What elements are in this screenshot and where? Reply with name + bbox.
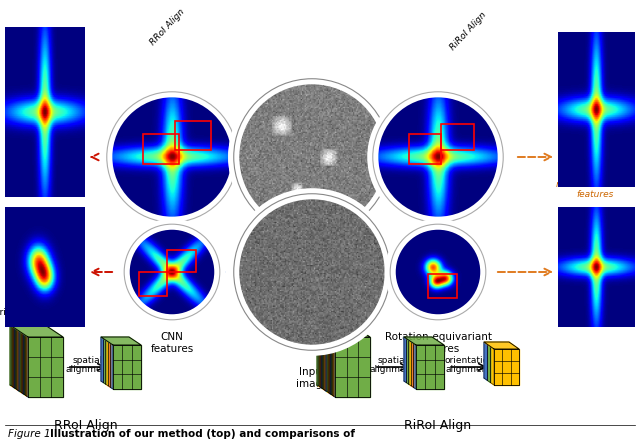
- Bar: [428, 274, 457, 298]
- Polygon shape: [111, 343, 113, 389]
- Text: RRoI Align: RRoI Align: [148, 7, 186, 47]
- Polygon shape: [317, 325, 318, 386]
- Text: $T_r$: $T_r$: [418, 203, 430, 217]
- Polygon shape: [10, 325, 11, 386]
- Polygon shape: [323, 329, 324, 389]
- Polygon shape: [20, 332, 21, 392]
- Polygon shape: [11, 326, 12, 387]
- Polygon shape: [13, 327, 15, 388]
- Polygon shape: [104, 338, 106, 384]
- Polygon shape: [22, 333, 24, 394]
- Polygon shape: [487, 344, 491, 383]
- Polygon shape: [28, 337, 63, 397]
- Text: alignment: alignment: [446, 365, 492, 374]
- Polygon shape: [21, 333, 22, 393]
- Text: RiRoI Align: RiRoI Align: [448, 10, 488, 52]
- Polygon shape: [416, 345, 444, 389]
- Polygon shape: [106, 340, 108, 386]
- Polygon shape: [318, 326, 319, 387]
- Polygon shape: [413, 343, 416, 389]
- Bar: [409, 134, 441, 164]
- Polygon shape: [335, 337, 370, 397]
- Bar: [167, 250, 196, 272]
- Text: spatial: spatial: [73, 356, 103, 365]
- Text: orientation: orientation: [0, 308, 44, 317]
- Polygon shape: [15, 329, 17, 389]
- Polygon shape: [412, 342, 413, 388]
- Polygon shape: [324, 329, 325, 390]
- Text: alignment: alignment: [65, 365, 111, 374]
- Text: Figure 1.: Figure 1.: [8, 429, 60, 439]
- Text: Rotation-equivariant
features: Rotation-equivariant features: [385, 332, 492, 354]
- Polygon shape: [27, 336, 28, 397]
- Polygon shape: [333, 336, 334, 396]
- Text: RRoI Align: RRoI Align: [54, 419, 117, 432]
- Polygon shape: [101, 337, 141, 345]
- Polygon shape: [406, 338, 409, 384]
- Polygon shape: [327, 332, 328, 392]
- Bar: [143, 134, 179, 164]
- Polygon shape: [12, 326, 13, 387]
- Text: not invariant
to rotation: not invariant to rotation: [16, 180, 74, 199]
- Polygon shape: [321, 328, 323, 389]
- Text: $T_r$: $T_r$: [152, 203, 164, 217]
- Polygon shape: [409, 340, 412, 386]
- Polygon shape: [19, 331, 20, 392]
- Polygon shape: [330, 334, 332, 395]
- Bar: [441, 124, 474, 151]
- Polygon shape: [404, 337, 406, 383]
- Polygon shape: [101, 337, 104, 383]
- Text: orientation: orientation: [444, 356, 494, 365]
- Polygon shape: [404, 337, 444, 345]
- Polygon shape: [24, 335, 26, 396]
- Bar: [138, 272, 167, 296]
- Text: ReCNN: ReCNN: [358, 130, 385, 160]
- Text: CNN
features: CNN features: [150, 332, 194, 354]
- Text: RiRoI Align: RiRoI Align: [404, 419, 472, 432]
- Polygon shape: [18, 330, 19, 391]
- Text: Input
image: Input image: [296, 367, 328, 388]
- Polygon shape: [484, 342, 519, 349]
- Polygon shape: [484, 342, 487, 380]
- Bar: [175, 121, 211, 151]
- Polygon shape: [332, 335, 333, 396]
- Polygon shape: [26, 336, 27, 396]
- Polygon shape: [494, 349, 519, 385]
- Polygon shape: [326, 331, 327, 392]
- Polygon shape: [10, 325, 63, 337]
- Text: Illustration of our method (top) and comparisons of: Illustration of our method (top) and com…: [50, 429, 355, 439]
- Text: rotation-invariant
features: rotation-invariant features: [556, 180, 634, 199]
- Text: $T_r$: $T_r$: [292, 203, 304, 217]
- Text: alignment: alignment: [370, 365, 416, 374]
- Polygon shape: [325, 330, 326, 391]
- Text: CNN: CNN: [212, 135, 232, 156]
- Polygon shape: [113, 345, 141, 389]
- Polygon shape: [17, 329, 18, 390]
- Text: spatial: spatial: [378, 356, 408, 365]
- Polygon shape: [334, 336, 335, 397]
- Polygon shape: [108, 342, 111, 388]
- Polygon shape: [319, 326, 321, 387]
- Polygon shape: [491, 347, 494, 385]
- Polygon shape: [328, 333, 330, 393]
- Polygon shape: [317, 325, 370, 337]
- Text: ✗: ✗: [170, 203, 182, 219]
